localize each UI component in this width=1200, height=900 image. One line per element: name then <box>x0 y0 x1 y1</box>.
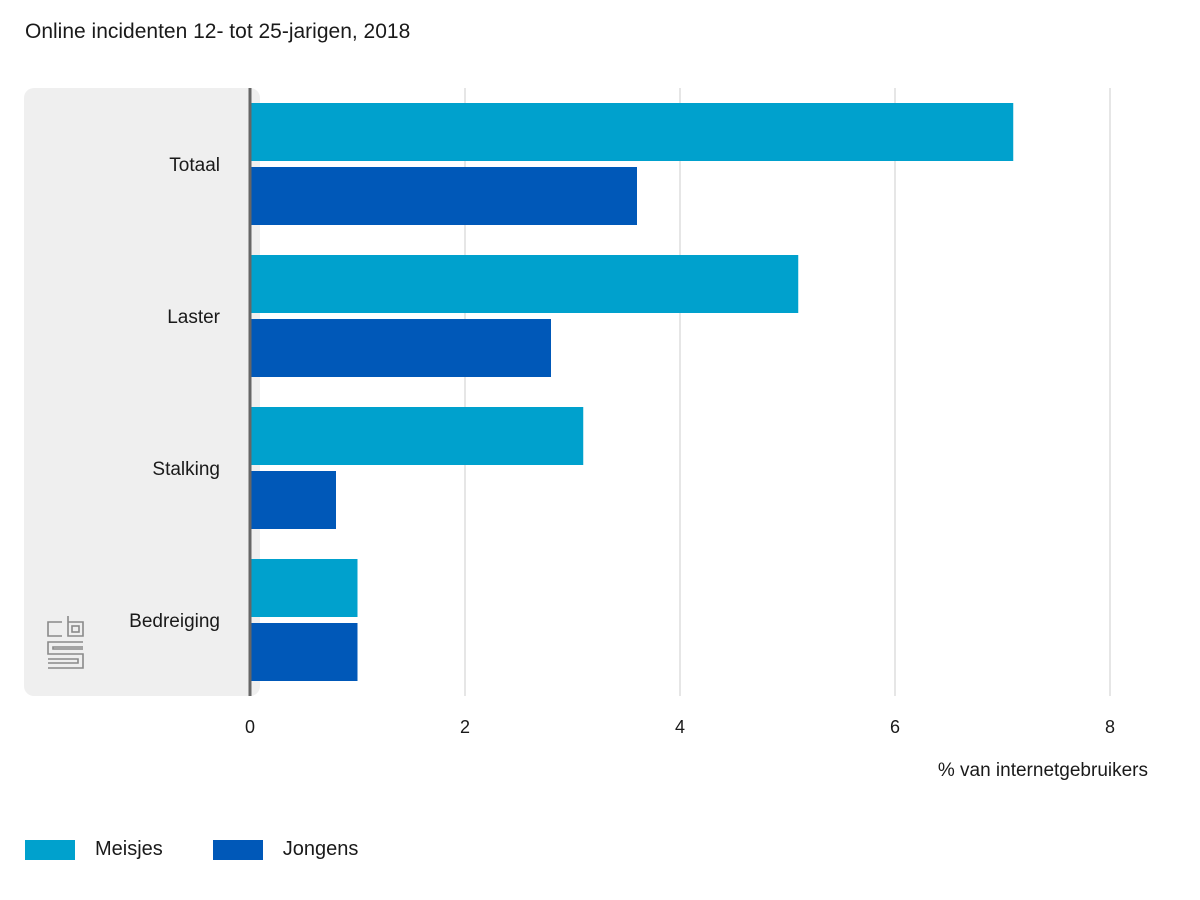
cbs-logo-icon <box>47 616 84 669</box>
legend-swatch-meisjes <box>25 839 75 860</box>
legend-label-jongens: Jongens <box>282 838 359 860</box>
legend: Meisjes Jongens <box>25 838 408 861</box>
category-label-laster: Laster <box>167 307 220 328</box>
x-tick-label: 6 <box>890 717 900 737</box>
legend-item-jongens: Jongens <box>212 838 359 861</box>
bar-jongens-totaal <box>250 167 637 225</box>
bar-jongens-laster <box>250 319 551 377</box>
x-axis-title: % van internetgebruikers <box>938 760 1148 781</box>
category-panel <box>24 88 260 696</box>
legend-label-meisjes: Meisjes <box>95 838 163 860</box>
legend-swatch-jongens <box>212 839 263 860</box>
category-label-bedreiging: Bedreiging <box>129 611 220 632</box>
bar-meisjes-laster <box>250 255 799 313</box>
bar-meisjes-totaal <box>250 103 1014 161</box>
x-tick-label: 4 <box>675 717 685 737</box>
category-labels: Totaal Laster Stalking Bedreiging <box>129 155 221 632</box>
x-tick-label: 8 <box>1105 717 1115 737</box>
category-label-stalking: Stalking <box>152 459 220 480</box>
x-tick-label: 2 <box>460 717 470 737</box>
chart-title: Online incidenten 12- tot 25-jarigen, 20… <box>25 20 411 43</box>
bar-jongens-bedreiging <box>250 623 358 681</box>
x-tick-label: 0 <box>245 717 255 737</box>
bar-jongens-stalking <box>250 471 336 529</box>
bar-meisjes-bedreiging <box>250 559 358 617</box>
category-label-totaal: Totaal <box>169 155 220 176</box>
tick-labels: 0 2 4 6 8 <box>245 717 1115 737</box>
bars <box>250 103 1014 681</box>
legend-item-meisjes: Meisjes <box>25 838 163 861</box>
bar-meisjes-stalking <box>250 407 584 465</box>
